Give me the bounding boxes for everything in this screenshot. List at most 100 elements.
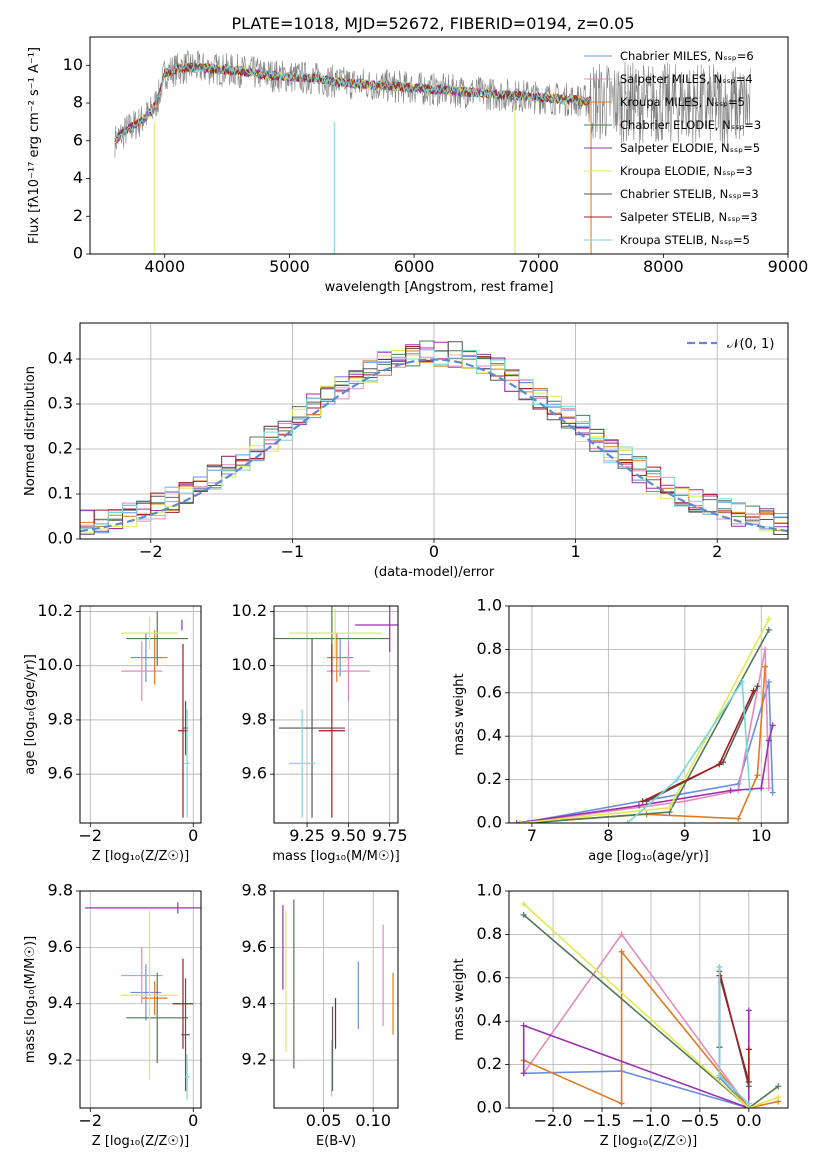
series-line: [626, 679, 751, 823]
data-point-marker: [758, 785, 765, 792]
data-point-marker: [754, 683, 761, 690]
residuals-panel: −2 −1 0 1 2 0.0 0.1 0.2 0.3 0.4 (data-model)/error…: [23, 322, 789, 580]
y-tick-label: 9.8: [242, 709, 267, 728]
data-point-marker: [716, 761, 723, 768]
data-point-marker: [624, 820, 631, 823]
y-tick-label: 0.2: [477, 1054, 502, 1073]
x-tick-label: 9.25: [289, 826, 325, 845]
data-point-marker: [745, 1046, 752, 1053]
model-line: [114, 63, 592, 140]
spectrum-panel: 4000 5000 6000 7000 8000 9000 0 2 4 6 8 10 wavelengt…: [27, 14, 808, 295]
plot-area: [85, 902, 201, 1100]
y-tick-label: 0.6: [477, 682, 502, 701]
y-tick-label: 0.4: [477, 1011, 502, 1030]
x-tick-label: 0.05: [306, 1111, 342, 1130]
data-point-marker: [762, 646, 769, 653]
x-tick-label: −1.5: [583, 1111, 622, 1130]
plot-area: [80, 340, 788, 535]
data-point-marker: [739, 678, 746, 685]
y-axis-label: mass [log₁₀(M/M☉)]: [23, 936, 38, 1063]
legend-entry: Salpeter MILES, Nₛₛₚ=4: [620, 72, 753, 86]
data-point-marker: [745, 1100, 752, 1107]
axes-frame: [79, 605, 202, 824]
y-tick-label: 4: [73, 168, 83, 187]
data-point-marker: [520, 1070, 527, 1077]
y-tick-label: 9.6: [48, 764, 73, 783]
data-point-marker: [735, 815, 742, 822]
data-point-marker: [681, 798, 688, 805]
axes-frame: [508, 890, 789, 1109]
y-tick-label: 0.3: [48, 394, 73, 413]
data-point-marker: [754, 772, 761, 779]
series-line: [718, 975, 750, 1083]
x-tick-label: 10: [751, 826, 771, 845]
y-tick-label: 0.0: [48, 529, 73, 548]
y-tick-label: 0.8: [477, 639, 502, 658]
x-axis-label: mass [log₁₀(M/M☉)]: [272, 849, 399, 864]
x-axis-label: Z [log₁₀(Z/Z☉)]: [92, 1134, 189, 1149]
y-tick-label: 9.8: [242, 881, 267, 900]
data-point-marker: [674, 776, 681, 783]
weight-vs-age-panel: 7 8 9 10 0.0 0.2 0.4 0.6 0.8 1.0 age [log₁₀(age/yr…: [452, 596, 789, 864]
data-point-marker: [745, 1007, 752, 1014]
plot-area: [121, 611, 190, 818]
y-tick-label: 0.2: [48, 439, 73, 458]
age-vs-Z-panel: −2 0 9.6 9.8 10.0 10.2 Z [log₁₀(Z/Z☉)] age [log…: [23, 601, 202, 864]
age-vs-mass-panel: 9.25 9.50 9.75 9.6 9.8 10.0 10.2 mass [log₁₀(M/…: [231, 601, 408, 864]
y-tick-label: 0.8: [477, 924, 502, 943]
y-tick-label: 0.4: [48, 349, 73, 368]
y-tick-label: 2: [73, 206, 83, 225]
plot-area: [274, 606, 398, 818]
y-tick-label: 1.0: [477, 881, 502, 900]
x-tick-label: 0: [429, 542, 439, 561]
x-tick-label: −2: [79, 826, 103, 845]
x-axis-label: (data-model)/error: [374, 565, 495, 580]
y-axis-label: Normed distribution: [23, 366, 38, 496]
y-tick-label: 9.2: [48, 1050, 73, 1069]
data-point-marker: [750, 687, 757, 694]
series-line: [523, 914, 779, 1108]
series-line: [523, 903, 779, 1108]
x-tick-label: −1: [281, 542, 305, 561]
x-tick-label: −2: [139, 542, 163, 561]
data-point-marker: [775, 1083, 782, 1090]
data-point-marker: [520, 901, 527, 908]
x-tick-label: 9000: [768, 257, 809, 276]
axes-frame: [508, 605, 789, 824]
legend: Chabrier MILES, Nₛₛₚ=6 Salpeter MILES, Nₛ…: [584, 49, 761, 247]
y-tick-label: 1.0: [477, 596, 502, 615]
y-axis-label: mass weight: [452, 673, 467, 755]
x-tick-label: 9.75: [372, 826, 408, 845]
legend-entry: Salpeter ELODIE, Nₛₛₚ=5: [620, 141, 760, 155]
weight-vs-Z-panel: −2.0 −1.5 −1.0 −0.5 0.0 0.0 0.2 0.4 0.6 0.8 1.0 Z […: [452, 881, 789, 1149]
y-tick-label: 9.4: [48, 993, 73, 1012]
y-axis-label: mass weight: [452, 958, 467, 1040]
y-tick-label: 6: [73, 130, 83, 149]
y-tick-label: 10.0: [37, 655, 73, 674]
y-tick-label: 10.0: [231, 655, 267, 674]
axes-frame: [89, 36, 789, 255]
y-tick-label: 0.6: [477, 967, 502, 986]
x-tick-label: 2: [712, 542, 722, 561]
data-point-marker: [765, 626, 772, 633]
y-tick-label: 0.2: [477, 769, 502, 788]
data-point-marker: [745, 1078, 752, 1085]
data-point-marker: [769, 789, 776, 796]
y-tick-label: 8: [73, 93, 83, 112]
x-axis-label: Z [log₁₀(Z/Z☉)]: [92, 849, 189, 864]
legend-entry: Chabrier ELODIE, Nₛₛₚ=3: [620, 118, 761, 132]
data-point-marker: [520, 1022, 527, 1029]
y-tick-label: 0.1: [48, 484, 73, 503]
legend-entry: Chabrier STELIB, Nₛₛₚ=3: [620, 187, 759, 201]
x-axis-label: wavelength [Angstrom, rest frame]: [325, 280, 554, 295]
y-tick-label: 9.2: [242, 1050, 267, 1069]
data-point-marker: [513, 820, 520, 823]
axes-frame: [79, 322, 789, 540]
normal-curve: [80, 358, 788, 533]
axes-frame: [273, 605, 399, 824]
x-tick-label: −2.0: [534, 1111, 573, 1130]
data-point-marker: [618, 1100, 625, 1107]
data-point-marker: [618, 948, 625, 955]
x-tick-label: −0.5: [680, 1111, 719, 1130]
